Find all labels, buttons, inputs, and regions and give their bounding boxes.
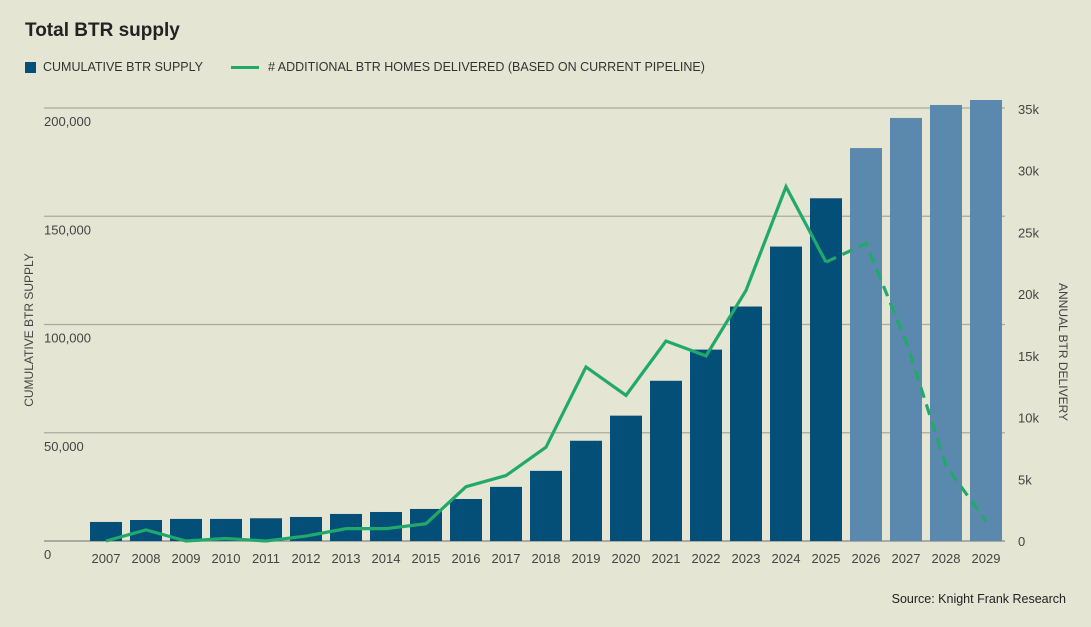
legend-swatch-bar [25, 61, 36, 73]
y-right-tick-label: 0 [1018, 534, 1025, 549]
x-tick-label: 2009 [172, 551, 201, 566]
y-left-tick-label: 0 [44, 547, 51, 562]
legend-item-additional: # ADDITIONAL BTR HOMES DELIVERED (BASED … [231, 60, 705, 74]
x-tick-label: 2008 [132, 551, 161, 566]
bar-2018 [530, 470, 562, 541]
y-right-tick-label: 25k [1018, 225, 1039, 240]
bar-2025 [810, 198, 842, 541]
bar-2024 [770, 246, 802, 541]
bar-2029 [970, 99, 1002, 541]
legend-swatch-line [231, 65, 259, 69]
x-tick-label: 2024 [772, 551, 801, 566]
x-tick-label: 2027 [892, 551, 921, 566]
x-tick-label: 2026 [852, 551, 881, 566]
x-tick-label: 2018 [532, 551, 561, 566]
y-left-tick-label: 150,000 [44, 222, 91, 237]
source-note: Source: Knight Frank Research [891, 592, 1066, 606]
bar-2016 [450, 498, 482, 541]
bar-2020 [610, 415, 642, 541]
bar-2010 [210, 518, 242, 541]
y-left-tick-label: 100,000 [44, 331, 91, 346]
bar-2007 [90, 521, 122, 541]
bar-2021 [650, 380, 682, 541]
y-right-tick-label: 30k [1018, 164, 1039, 179]
x-tick-label: 2023 [732, 551, 761, 566]
x-tick-label: 2013 [332, 551, 361, 566]
y-right-tick-label: 5k [1018, 472, 1032, 487]
x-tick-label: 2025 [812, 551, 841, 566]
x-tick-label: 2012 [292, 551, 321, 566]
legend-item-cumulative: CUMULATIVE BTR SUPPLY [25, 60, 203, 74]
x-tick-label: 2014 [372, 551, 401, 566]
y-right-tick-label: 15k [1018, 349, 1039, 364]
bar-2026 [850, 148, 882, 542]
legend: CUMULATIVE BTR SUPPLY # ADDITIONAL BTR H… [25, 60, 733, 74]
bar-2022 [690, 349, 722, 541]
x-tick-label: 2028 [932, 551, 961, 566]
y-right-tick-label: 10k [1018, 411, 1039, 426]
bar-2019 [570, 440, 602, 541]
bar-2011 [250, 518, 282, 541]
x-tick-label: 2017 [492, 551, 521, 566]
bar-2027 [890, 117, 922, 542]
legend-label-additional: # ADDITIONAL BTR HOMES DELIVERED (BASED … [268, 60, 705, 74]
chart-title: Total BTR supply [25, 20, 180, 41]
y-axis-left-label: CUMULATIVE BTR SUPPLY [22, 253, 36, 407]
bar-2017 [490, 486, 522, 541]
x-tick-label: 2029 [972, 551, 1001, 566]
y-right-tick-label: 20k [1018, 287, 1039, 302]
x-tick-label: 2010 [212, 551, 241, 566]
x-tick-label: 2022 [692, 551, 721, 566]
x-tick-label: 2016 [452, 551, 481, 566]
bar-2028 [930, 104, 962, 542]
x-tick-label: 2019 [572, 551, 601, 566]
x-tick-label: 2020 [612, 551, 641, 566]
bar-2009 [170, 518, 202, 541]
y-axis-right-label: ANNUAL BTR DELIVERY [1056, 283, 1070, 421]
legend-label-cumulative: CUMULATIVE BTR SUPPLY [43, 60, 203, 74]
y-left-tick-label: 50,000 [44, 439, 84, 454]
x-tick-label: 2015 [412, 551, 441, 566]
y-left-tick-label: 200,000 [44, 114, 91, 129]
x-tick-label: 2007 [92, 551, 121, 566]
bar-2023 [730, 306, 762, 541]
x-tick-label: 2011 [252, 551, 280, 566]
x-tick-label: 2021 [652, 551, 681, 566]
y-right-tick-label: 35k [1018, 102, 1039, 117]
